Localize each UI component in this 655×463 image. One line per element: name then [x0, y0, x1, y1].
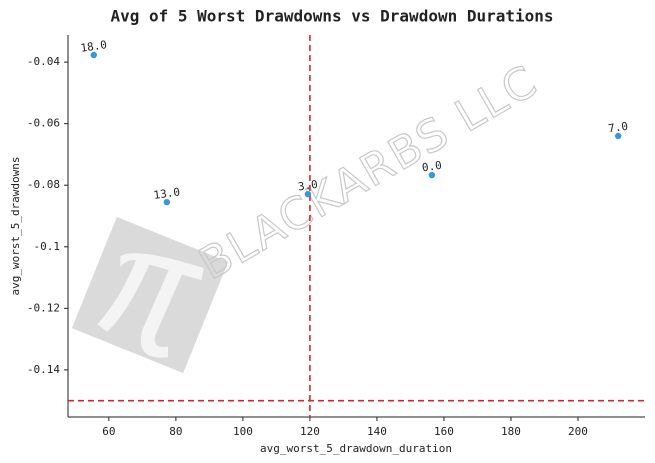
y-tick-label: -0.1	[34, 240, 61, 253]
x-tick-label: 100	[233, 425, 253, 438]
point	[614, 132, 622, 140]
point-label: 0.0	[421, 159, 442, 175]
point	[90, 51, 98, 59]
watermark-logo	[71, 216, 229, 374]
point	[428, 171, 436, 179]
y-tick-label: -0.14	[27, 363, 60, 376]
x-axis-label: avg_worst_5_drawdown_duration	[260, 442, 452, 455]
y-axis-label: avg_worst_5_drawdowns	[9, 156, 22, 295]
x-tick-label: 140	[367, 425, 387, 438]
y-tick-label: -0.04	[27, 55, 60, 68]
point-label: 3.0	[297, 178, 318, 194]
point-label: 13.0	[153, 185, 181, 202]
y-tick-label: -0.08	[27, 178, 60, 191]
x-tick-label: 180	[501, 425, 521, 438]
point-label: 18.0	[80, 38, 108, 55]
x-tick-label: 120	[300, 425, 320, 438]
point	[304, 190, 312, 198]
chart-title: Avg of 5 Worst Drawdowns vs Drawdown Dur…	[110, 7, 553, 26]
x-tick-label: 80	[169, 425, 182, 438]
point	[163, 198, 171, 206]
point-label: 7.0	[607, 120, 628, 136]
x-tick-label: 160	[434, 425, 454, 438]
y-tick-label: -0.12	[27, 301, 60, 314]
x-tick-label: 200	[568, 425, 588, 438]
x-tick-label: 60	[102, 425, 115, 438]
watermark: BLACKARBS LLC	[191, 55, 547, 290]
y-tick-label: -0.06	[27, 117, 60, 130]
